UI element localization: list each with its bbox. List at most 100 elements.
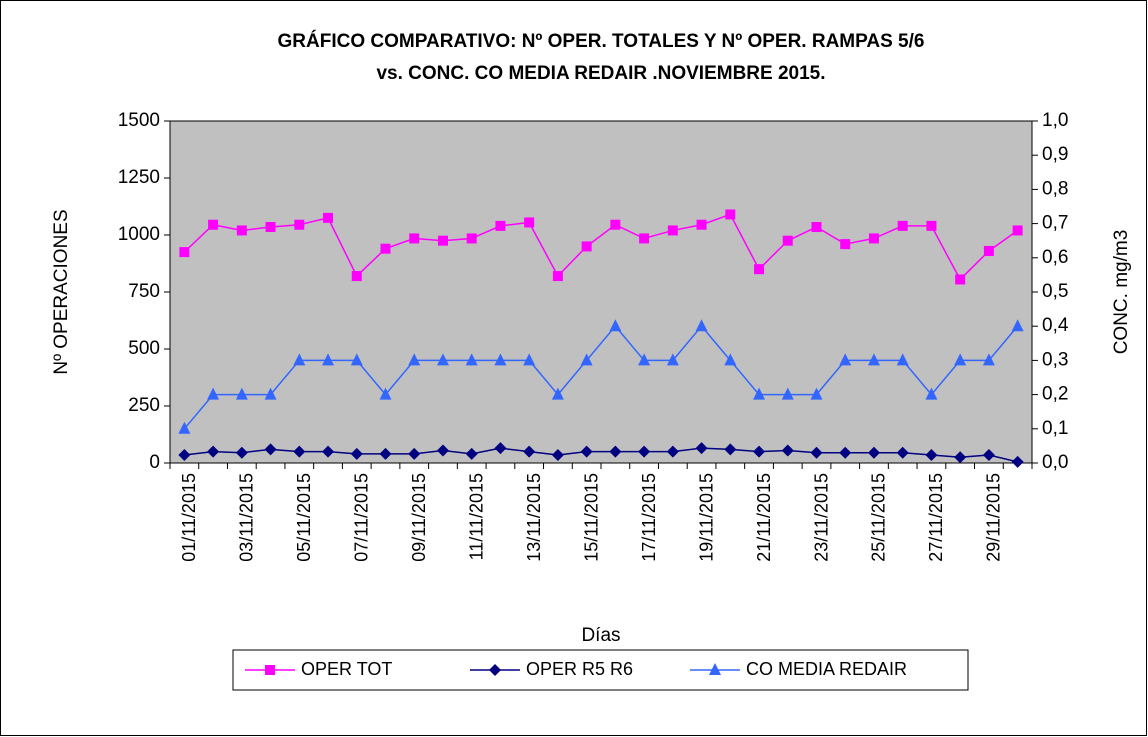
- data-point: [982, 353, 995, 366]
- data-point: [379, 387, 392, 400]
- data-point: [236, 225, 247, 236]
- y-tick-label: 250: [128, 395, 160, 416]
- data-point: [235, 446, 248, 459]
- data-point: [925, 387, 938, 400]
- data-point: [350, 353, 363, 366]
- data-point: [379, 447, 392, 460]
- y-tick-label: 0: [149, 452, 160, 473]
- data-point: [925, 449, 938, 462]
- y2-tick-label: 0,2: [1042, 384, 1068, 405]
- x-tick-label: 25/11/2015: [869, 473, 889, 562]
- data-point: [610, 219, 621, 230]
- data-point: [551, 449, 564, 462]
- y2-tick-label: 0,8: [1042, 178, 1068, 199]
- data-point: [840, 239, 851, 250]
- y-tick-label: 750: [128, 281, 160, 302]
- data-point: [580, 445, 593, 458]
- data-point: [580, 353, 593, 366]
- data-point: [494, 442, 507, 455]
- data-point: [896, 446, 909, 459]
- data-point: [867, 353, 880, 366]
- data-point: [524, 217, 535, 228]
- data-point: [581, 241, 592, 252]
- data-point: [178, 421, 191, 434]
- data-point: [351, 271, 362, 282]
- data-point: [609, 319, 622, 332]
- data-point: [1012, 225, 1023, 236]
- legend-label: OPER R5 R6: [526, 659, 633, 679]
- data-point: [465, 353, 478, 366]
- y-axis-label: Nº OPERACIONES: [51, 209, 72, 374]
- data-point: [264, 443, 277, 456]
- data-point: [839, 446, 852, 459]
- data-point: [696, 219, 707, 230]
- x-tick-label: 15/11/2015: [581, 473, 601, 562]
- data-point: [666, 445, 679, 458]
- data-point: [465, 447, 478, 460]
- data-point: [753, 387, 766, 400]
- y-tick-label: 1500: [118, 110, 160, 131]
- y2-axis-label: CONC. mg/m3: [1111, 230, 1132, 355]
- data-point: [982, 449, 995, 462]
- data-point: [897, 220, 908, 231]
- data-point: [436, 444, 449, 457]
- data-point: [494, 353, 507, 366]
- data-point: [954, 451, 967, 464]
- data-point: [926, 220, 937, 231]
- data-point: [265, 222, 276, 233]
- data-point: [235, 387, 248, 400]
- y2-tick-label: 0,4: [1042, 315, 1069, 336]
- data-point: [839, 353, 852, 366]
- data-point: [724, 443, 737, 456]
- data-point: [667, 225, 678, 236]
- data-point: [264, 387, 277, 400]
- data-point: [322, 445, 335, 458]
- data-point: [724, 353, 737, 366]
- y2-tick-label: 0,9: [1042, 144, 1068, 165]
- chart-title: vs. CONC. CO MEDIA REDAIR .NOVIEMBRE 201…: [376, 63, 825, 84]
- data-point: [408, 447, 421, 460]
- data-point: [1011, 455, 1024, 468]
- legend-label: CO MEDIA REDAIR: [746, 659, 907, 679]
- data-point: [208, 219, 219, 230]
- data-point: [811, 222, 822, 233]
- x-tick-label: 29/11/2015: [984, 473, 1004, 562]
- x-tick-label: 23/11/2015: [811, 473, 831, 562]
- x-tick-label: 27/11/2015: [926, 473, 946, 562]
- data-point: [551, 387, 564, 400]
- data-point: [638, 353, 651, 366]
- y2-tick-label: 1,0: [1042, 110, 1068, 131]
- x-tick-label: 03/11/2015: [237, 473, 257, 562]
- x-tick-label: 11/11/2015: [466, 473, 486, 560]
- data-point: [293, 445, 306, 458]
- plot-area: [169, 120, 1033, 464]
- x-tick-label: 19/11/2015: [696, 473, 716, 562]
- data-point: [666, 353, 679, 366]
- data-point: [350, 447, 363, 460]
- data-point: [896, 353, 909, 366]
- x-tick-label: 05/11/2015: [294, 473, 314, 562]
- data-point: [810, 446, 823, 459]
- y-tick-label: 1000: [118, 224, 160, 245]
- legend-marker: [709, 663, 721, 675]
- data-point: [609, 445, 622, 458]
- legend-marker: [489, 664, 501, 676]
- data-point: [523, 445, 536, 458]
- data-point: [810, 387, 823, 400]
- y2-tick-label: 0,7: [1042, 213, 1068, 234]
- data-point: [495, 220, 506, 231]
- x-tick-label: 21/11/2015: [754, 473, 774, 562]
- data-point: [753, 445, 766, 458]
- data-point: [323, 212, 334, 223]
- x-tick-label: 17/11/2015: [639, 473, 659, 562]
- data-point: [867, 446, 880, 459]
- data-point: [638, 445, 651, 458]
- series-line: [183, 325, 1019, 430]
- data-point: [954, 353, 967, 366]
- data-point: [868, 233, 879, 244]
- y2-tick-label: 0,5: [1042, 281, 1068, 302]
- data-point: [178, 449, 191, 462]
- legend-label: OPER TOT: [301, 659, 392, 679]
- data-point: [179, 247, 190, 258]
